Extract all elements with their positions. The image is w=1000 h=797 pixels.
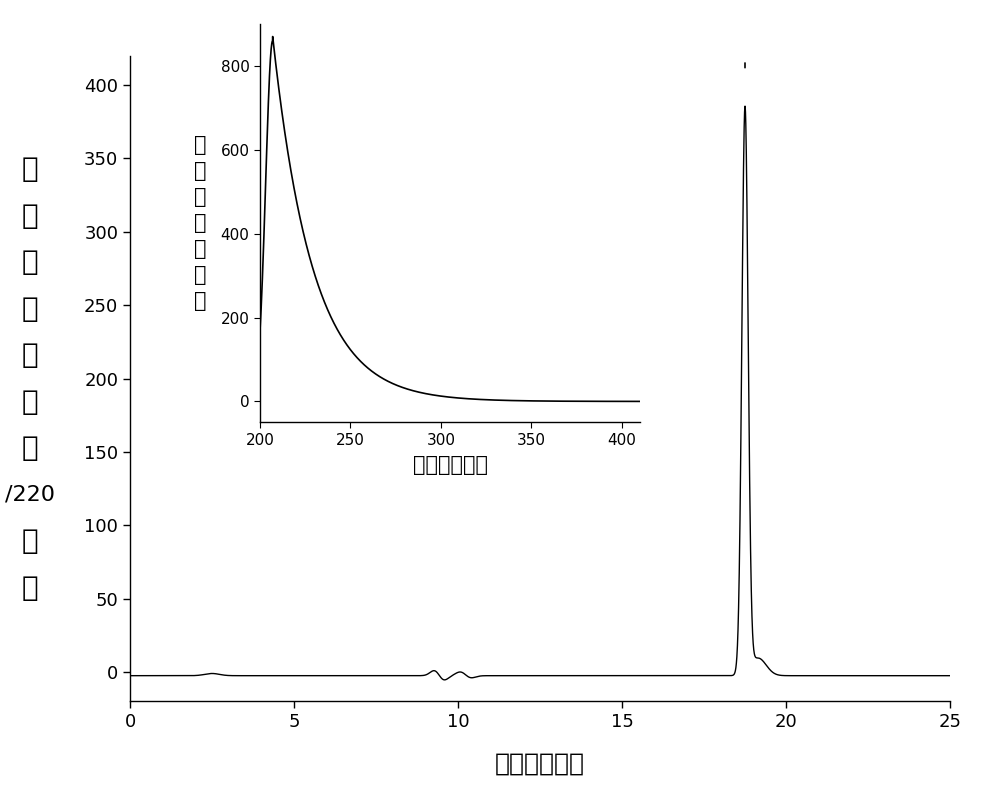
Text: 伏: 伏: [22, 388, 38, 416]
Text: 吸: 吸: [194, 135, 206, 155]
Text: （: （: [22, 295, 38, 323]
X-axis label: 波长（纳米）: 波长（纳米）: [413, 455, 488, 475]
Text: 毫: 毫: [194, 239, 206, 259]
Text: 度: 度: [22, 249, 38, 277]
Text: 度: 度: [194, 187, 206, 207]
Text: /220: /220: [5, 485, 55, 505]
Text: 伏: 伏: [194, 265, 206, 285]
Text: ）: ）: [194, 291, 206, 311]
Text: （: （: [194, 213, 206, 234]
X-axis label: 时间（分钟）: 时间（分钟）: [495, 752, 585, 776]
Text: 纳: 纳: [22, 528, 38, 556]
Text: 吸: 吸: [22, 155, 38, 183]
Text: 光: 光: [194, 161, 206, 182]
Text: 光: 光: [22, 202, 38, 230]
Text: 米: 米: [22, 574, 38, 602]
Text: ）: ）: [22, 434, 38, 462]
Text: 毫: 毫: [22, 341, 38, 369]
